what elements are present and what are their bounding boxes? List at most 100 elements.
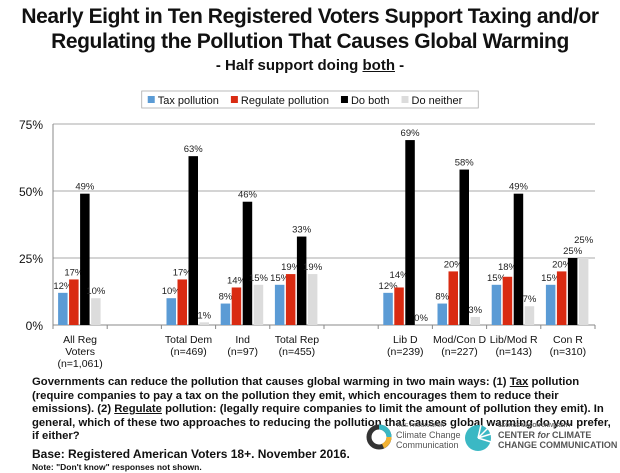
x-tick-label: Lib/Mod R — [490, 334, 538, 346]
bar — [253, 284, 264, 325]
data-label: 3% — [468, 305, 482, 316]
x-tick-label: (n=239) — [387, 346, 423, 358]
bar — [578, 258, 589, 325]
data-label: 10% — [86, 286, 106, 297]
q-part2: pollution (require companies to pay a ta… — [32, 376, 580, 415]
data-label: 49% — [75, 182, 95, 193]
yale-logo-icon — [366, 424, 392, 450]
bar — [69, 279, 79, 325]
data-label: 19% — [303, 262, 323, 273]
y-tick-label: 0% — [26, 319, 44, 333]
x-tick-label: All Reg — [63, 334, 97, 346]
data-label: 46% — [238, 190, 258, 201]
q-tax: Tax — [509, 376, 529, 388]
data-label: 25% — [574, 235, 594, 246]
bar — [448, 271, 458, 325]
bar — [459, 169, 469, 325]
data-label: 0% — [414, 313, 428, 324]
data-label: 8% — [435, 292, 449, 303]
bar — [545, 284, 556, 325]
data-label: 15% — [249, 273, 269, 284]
bar — [220, 303, 231, 325]
yale-name: Climate Change Communication — [396, 430, 461, 450]
x-tick-label: Con R — [553, 334, 583, 346]
legend-swatch — [230, 96, 238, 103]
x-tick-label: Voters — [65, 346, 95, 358]
data-label: 12% — [379, 281, 399, 292]
data-label: 69% — [401, 128, 421, 139]
question-text: Governments can reduce the pollution tha… — [32, 376, 612, 444]
bar — [556, 271, 567, 325]
data-label: 25% — [563, 246, 583, 257]
x-tick-label: (n=143) — [495, 346, 531, 358]
bar — [188, 156, 198, 325]
bar-chart: Tax pollution Regulate pollution Do both Do… — [19, 90, 596, 370]
bar — [274, 284, 285, 325]
note-text: Note: "Don't know" responses not shown. — [32, 461, 202, 472]
bar — [199, 322, 209, 325]
data-label: 8% — [219, 292, 233, 303]
bar — [307, 274, 318, 325]
gmu-small: GEORGE MASON UNIVERSITY — [498, 423, 572, 429]
data-label: 10% — [162, 286, 182, 297]
data-label: 49% — [509, 182, 529, 193]
bar — [231, 287, 242, 325]
y-tick-label: 75% — [19, 118, 43, 132]
legend-label: Do neither — [412, 95, 463, 107]
yale-logo: YALE PROGRAM ON Climate Change Communicat… — [396, 423, 462, 450]
x-tick-label: (n=1,061) — [57, 358, 102, 370]
bar — [524, 306, 535, 325]
bar — [166, 298, 176, 325]
data-label: 18% — [498, 262, 518, 273]
bar — [296, 236, 307, 325]
x-tick-label: Ind — [235, 334, 250, 346]
data-label: 7% — [523, 294, 537, 305]
data-label: 17% — [64, 267, 84, 278]
legend-swatch — [401, 96, 409, 103]
bar — [242, 201, 253, 325]
data-label: 15% — [541, 273, 561, 284]
x-tick-label: Total Dem — [165, 334, 213, 346]
data-label: 20% — [444, 259, 464, 270]
q-part1: Governments can reduce the pollution tha… — [32, 376, 510, 388]
q-regulate: Regulate — [114, 403, 162, 415]
gmu-name: CLIMATE CHANGE COMMUNICATION — [498, 430, 618, 450]
legend-box — [141, 90, 479, 109]
bar — [470, 316, 480, 325]
bar — [491, 284, 502, 325]
bar — [285, 274, 296, 325]
x-tick-label: Total Rep — [275, 334, 320, 346]
gmu-logo: GEORGE MASON UNIVERSITY CENTER for CLIMAT… — [498, 423, 618, 450]
gmu-logo-icon — [465, 424, 492, 451]
chart-header: Nearly Eight in Ten Registered Voters Su… — [0, 4, 620, 75]
gmu-pre: CENTER — [498, 430, 538, 440]
data-label: 14% — [390, 270, 410, 281]
x-tick-label: (n=455) — [279, 346, 315, 358]
legend-label: Tax pollution — [158, 95, 219, 107]
bar — [177, 279, 187, 325]
legend-swatch — [147, 96, 155, 103]
data-label: 20% — [552, 259, 572, 270]
bar — [58, 292, 68, 325]
bar — [513, 193, 524, 325]
bar — [405, 140, 415, 325]
bar — [567, 258, 578, 325]
x-tick-label: (n=310) — [550, 346, 586, 358]
data-label: 15% — [487, 273, 507, 284]
gmu-for: for — [537, 430, 550, 440]
bar — [394, 287, 404, 325]
y-tick-label: 25% — [19, 252, 43, 266]
footer-text: Governments can reduce the pollution tha… — [32, 376, 612, 473]
bar — [437, 303, 447, 325]
x-tick-label: (n=469) — [170, 346, 206, 358]
yale-small: YALE PROGRAM ON — [396, 423, 445, 429]
subtitle-pre: - Half support doing — [215, 57, 363, 74]
data-label: 12% — [53, 281, 73, 292]
data-label: 19% — [281, 262, 301, 273]
chart-title: Nearly Eight in Ten Registered Voters Su… — [21, 5, 599, 53]
data-label: 63% — [184, 144, 204, 155]
legend-label: Do both — [351, 95, 390, 107]
q-part3: pollution: (legally require companies to… — [32, 403, 611, 442]
x-tick-label: (n=97) — [227, 346, 258, 358]
x-tick-label: (n=227) — [441, 346, 477, 358]
